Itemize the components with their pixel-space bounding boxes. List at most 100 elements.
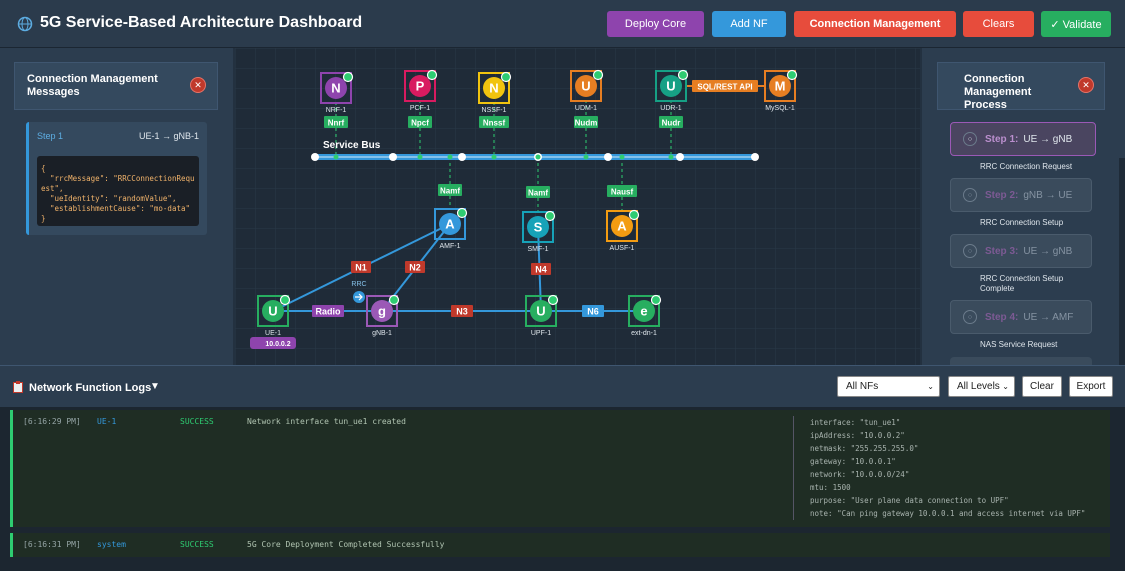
message-card: Step 1 UE-1 → gNB-1 { "rrcMessage": "RRC… [26, 122, 207, 235]
interface-tag-label: Nudm [575, 119, 598, 128]
nf-label: UDM-1 [575, 105, 597, 112]
nf-node [575, 75, 597, 97]
nf-letter: N [489, 81, 498, 96]
log-details: interface: "tun_ue1" ipAddress: "10.0.0.2… [793, 416, 1108, 520]
status-dot [500, 71, 512, 83]
interface-tag-label: Nnrf [328, 119, 345, 128]
link-tag-label: N1 [355, 263, 367, 273]
add-nf-button[interactable]: Add NF [712, 11, 786, 37]
nf-node-border [525, 295, 557, 327]
interface-tag [607, 185, 637, 197]
bus-endpoint [676, 153, 684, 161]
interface-tag-label: Nnssf [483, 119, 506, 128]
step-number: Step 3: [985, 245, 1019, 257]
validate-button[interactable]: ✓ Validate [1041, 11, 1111, 37]
interface-tag-label: Npcf [411, 119, 429, 128]
nf-node [611, 215, 633, 237]
status-dot [456, 207, 468, 219]
bus-tap [535, 154, 541, 160]
nf-letter: S [534, 220, 543, 235]
log-source: UE-1 [97, 417, 117, 426]
clipboard-icon [13, 381, 23, 393]
nf-node-border [628, 295, 660, 327]
detail-line: mtu: 1500 [810, 483, 851, 492]
step-status: ○ [963, 244, 977, 258]
nf-letter: A [617, 219, 627, 234]
log-time: [6:16:31 PM] [23, 540, 81, 549]
log-level: SUCCESS [180, 417, 214, 426]
code-line: "ueIdentity": "randomValue", [41, 194, 177, 203]
topology-canvas: Service Bus Nnrf Npcf Nnssf Nudm Nudr Namf Namf… [235, 48, 920, 365]
link-tag-label: Radio [315, 307, 341, 317]
nf-node [409, 75, 431, 97]
bus-label: Service Bus [323, 140, 381, 151]
close-button[interactable]: ✕ [1078, 77, 1094, 93]
nf-label: AUSF-1 [610, 245, 635, 252]
nf-node [483, 77, 505, 99]
deploy-button[interactable]: Deploy Core [607, 11, 704, 37]
nf-label: gNB-1 [372, 330, 392, 337]
interface-tag-label: Namf [440, 187, 460, 196]
step-status: ○ [963, 132, 977, 146]
nf-letter: A [445, 217, 455, 232]
nf-filter[interactable]: All NFs ⌄ [837, 376, 940, 397]
nf-letter: U [581, 79, 590, 94]
code-line: "rrcMessage": "RRCConnectionRequest", [41, 174, 195, 193]
link-tag-label: N3 [456, 307, 468, 317]
bus-endpoint [458, 153, 466, 161]
link-tag-label: N4 [535, 265, 547, 275]
bus-tap [583, 154, 589, 160]
panel-header: Connection Management Messages [14, 62, 218, 110]
route: UE-1 → gNB-1 [138, 131, 199, 141]
nf-node [439, 213, 461, 235]
status-dot [279, 294, 291, 306]
nf-node [633, 300, 655, 322]
log-entry: [6:16:31 PM] system SUCCESS 5G Core Deploym… [10, 533, 1110, 557]
step-description: RRC Connection Request [980, 162, 1073, 171]
clear-button[interactable]: Clears [963, 11, 1034, 37]
nf-letter: U [666, 79, 675, 94]
nf-node [262, 300, 284, 322]
nf-letter: N [331, 81, 340, 96]
step-route: UE → gNB [1023, 245, 1073, 257]
detail-line: purpose: "User plane data connection to … [810, 496, 1009, 505]
nf-letter: U [536, 304, 545, 319]
nf-node-border [434, 208, 466, 240]
link-tag [531, 263, 551, 275]
level-filter[interactable]: All Levels ⌄ [948, 376, 1015, 397]
export-button[interactable]: Export [1069, 376, 1113, 397]
log-source: system [97, 540, 126, 549]
step-route: UE → gNB [1023, 133, 1073, 145]
link-tag [312, 305, 344, 317]
nf-node-border [257, 295, 289, 327]
nf-label: UDR-1 [660, 105, 681, 112]
detail-line: note: "Can ping gateway 10.0.0.1 and acc… [810, 509, 1086, 518]
log-time: [6:16:29 PM] [23, 417, 81, 426]
nf-node [660, 75, 682, 97]
link-tag-label: N6 [587, 307, 599, 317]
nf-node [527, 216, 549, 238]
close-button[interactable]: ✕ [190, 77, 206, 93]
logs-title: Network Function Logs [29, 382, 152, 394]
clear-logs-button[interactable]: Clear [1022, 376, 1062, 397]
interface-tag [659, 116, 683, 128]
bus-endpoint [604, 153, 612, 161]
connection-button[interactable]: Connection Management [794, 11, 956, 37]
collapse-toggle[interactable]: ▼ [150, 381, 160, 392]
nf-node-border [478, 72, 510, 104]
bus-endpoint [751, 153, 759, 161]
nf-label: AMF-1 [440, 243, 461, 250]
detail-line: network: "10.0.0.0/24" [810, 470, 910, 479]
step-number: Step 4: [985, 311, 1019, 323]
status-dot [677, 69, 689, 81]
bus-endpoint [311, 153, 319, 161]
bus-tap [447, 154, 453, 160]
status-dot [342, 71, 354, 83]
bus-tap [668, 154, 674, 160]
step-number: Step 1: [985, 133, 1019, 145]
nf-label: SMF-1 [528, 246, 549, 253]
step-card: ○ Step 1: UE → gNB [950, 122, 1096, 156]
nf-node [325, 77, 347, 99]
nf-label: UE-1 [265, 330, 281, 337]
